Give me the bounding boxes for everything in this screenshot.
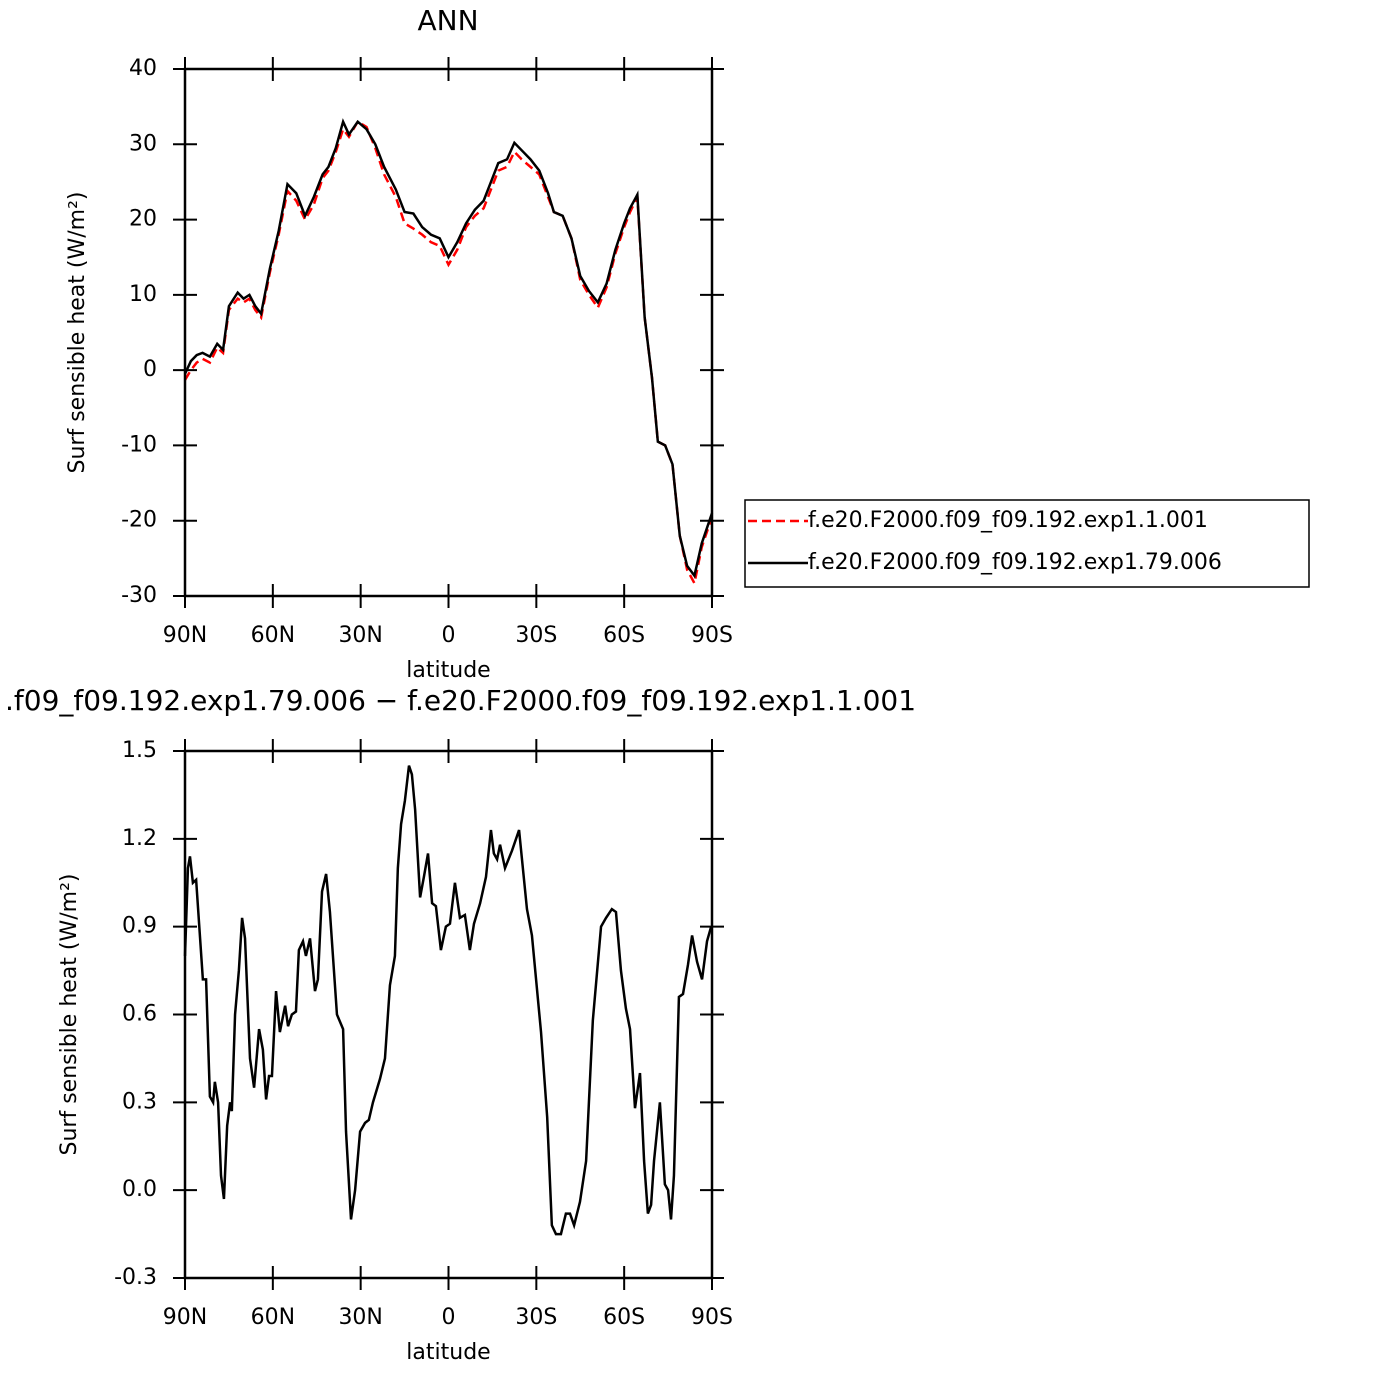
data-line	[183, 119, 714, 587]
y-tick-label: 20	[129, 207, 157, 232]
x-tick-label: 0	[442, 1305, 456, 1330]
y-tick-label: -20	[121, 508, 157, 533]
x-tick-label: 90S	[691, 623, 733, 648]
x-tick-label: 90N	[163, 623, 207, 648]
data-line	[183, 118, 714, 579]
y-tick-label: -10	[121, 432, 157, 457]
x-tick-label: 30S	[515, 623, 557, 648]
panel: ANN -30 -20 -10 0 10 20 30 40 90N 60N 30N 0 30S 60S 90S…	[65, 4, 1310, 683]
x-tick-label: 60S	[603, 1305, 645, 1330]
x-tick-label: 30S	[515, 1305, 557, 1330]
chart-title: .f09_f09.192.exp1.79.006 − f.e20.F2000.f…	[5, 684, 916, 717]
y-tick-label: 30	[129, 131, 157, 156]
y-tick-label: 1.5	[122, 738, 157, 763]
y-tick-label: -30	[121, 583, 157, 608]
y-tick-label: -0.3	[114, 1265, 157, 1290]
y-axis-label: Surf sensible heat (W/m²)	[65, 192, 90, 474]
x-tick-label: 0	[442, 623, 456, 648]
legend-label: f.e20.F2000.f09_f09.192.exp1.79.006	[808, 550, 1222, 575]
y-tick-label: 0.0	[122, 1177, 157, 1202]
x-tick-label: 30N	[338, 1305, 382, 1330]
x-tick-label: 60N	[251, 1305, 295, 1330]
y-axis-label: Surf sensible heat (W/m²)	[57, 874, 82, 1156]
x-tick-label: 90N	[163, 1305, 207, 1330]
x-axis-label: latitude	[406, 658, 490, 683]
legend-label: f.e20.F2000.f09_f09.192.exp1.1.001	[808, 508, 1208, 533]
y-tick-label: 10	[129, 282, 157, 307]
plot-frame	[183, 67, 714, 598]
y-tick-label: 0.9	[122, 914, 157, 939]
plot-frame	[183, 749, 714, 1280]
x-tick-label: 60N	[251, 623, 295, 648]
y-tick-label: 40	[129, 56, 157, 81]
x-tick-label: 90S	[691, 1305, 733, 1330]
y-tick-label: 1.2	[122, 826, 157, 851]
data-line	[183, 765, 713, 1236]
x-axis-label: latitude	[406, 1340, 490, 1365]
y-tick-label: 0.6	[122, 1002, 157, 1027]
x-tick-label: 60S	[603, 623, 645, 648]
panel: .f09_f09.192.exp1.79.006 − f.e20.F2000.f…	[5, 684, 916, 1365]
y-tick-label: 0.3	[122, 1089, 157, 1114]
x-tick-label: 30N	[338, 623, 382, 648]
chart-title: ANN	[417, 4, 478, 37]
y-tick-label: 0	[143, 357, 157, 382]
legend-box	[744, 499, 1310, 588]
